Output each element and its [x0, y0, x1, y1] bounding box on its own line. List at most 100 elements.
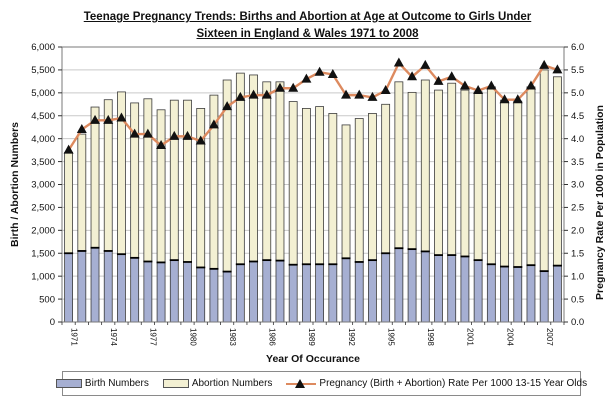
- birth-bar: [156, 262, 166, 323]
- rate-marker: [393, 57, 404, 67]
- birth-bar: [315, 263, 325, 323]
- birth-bar: [354, 261, 364, 323]
- birth-bar: [301, 263, 311, 323]
- rate-marker: [446, 71, 457, 81]
- birth-bar: [77, 250, 87, 323]
- rate-marker: [222, 101, 233, 111]
- abortion-bar: [539, 69, 549, 272]
- x-tick-label: 1995: [386, 328, 395, 346]
- y-left-tick-label: 4,000: [31, 134, 55, 145]
- abortion-bar: [473, 91, 483, 261]
- rate-marker: [486, 80, 497, 90]
- x-tick-label: 1974: [109, 328, 118, 346]
- abortion-swatch-icon: [162, 379, 189, 388]
- abortion-bar: [526, 86, 536, 266]
- rate-line-marker-icon: [286, 378, 317, 389]
- rate-marker: [90, 114, 101, 124]
- chart-title-line1: Teenage Pregnancy Trends: Births and Abo…: [83, 11, 532, 23]
- abortion-bar: [130, 102, 140, 259]
- x-tick-label: 1989: [307, 328, 316, 346]
- birth-bar: [209, 268, 219, 323]
- rate-marker: [552, 64, 563, 74]
- abortion-bar: [552, 76, 562, 267]
- rate-marker: [420, 59, 431, 69]
- rate-marker: [208, 119, 219, 129]
- rate-marker: [301, 73, 312, 83]
- birth-bar: [539, 270, 549, 323]
- legend-birth-label: Birth Numbers: [84, 378, 149, 389]
- chart-title-line2: Sixteen in England & Wales 1971 to 2008: [196, 27, 419, 40]
- rate-marker: [195, 135, 206, 145]
- abortion-bar: [341, 124, 351, 259]
- birth-bar: [328, 263, 338, 323]
- x-tick-label: 2004: [505, 328, 514, 346]
- abortion-bar: [288, 101, 298, 266]
- rate-marker: [169, 130, 180, 140]
- birth-bar: [420, 251, 430, 323]
- y-left-tick-label: 5,000: [31, 88, 55, 99]
- birth-bar: [64, 252, 74, 323]
- x-tick-label: 2007: [545, 328, 554, 346]
- rate-marker: [288, 82, 299, 92]
- abortion-bar: [407, 91, 417, 250]
- y-right-tick-label: 3.5: [571, 157, 584, 168]
- abortion-bar: [368, 113, 377, 261]
- abortion-bar: [394, 81, 404, 249]
- birth-bar: [235, 263, 245, 323]
- birth-bar: [196, 267, 206, 323]
- rate-marker: [142, 128, 153, 138]
- rate-marker: [63, 144, 74, 154]
- birth-bar: [473, 259, 483, 323]
- legend-abortion-label: Abortion Numbers: [191, 378, 273, 389]
- x-tick-label: 1986: [268, 328, 277, 346]
- y-right-tick-label: 2.5: [571, 203, 584, 214]
- legend-item-rate: Pregnancy (Birth + Abortion) Rate Per 10…: [286, 378, 587, 389]
- birth-bar: [222, 271, 232, 323]
- birth-bar: [447, 254, 457, 323]
- abortion-bar: [275, 81, 285, 261]
- rate-marker: [156, 140, 167, 150]
- legend-rate-label: Pregnancy (Birth + Abortion) Rate Per 10…: [319, 378, 588, 389]
- abortion-bar: [381, 103, 391, 254]
- x-tick-label: 1971: [69, 328, 78, 346]
- rate-marker: [341, 89, 352, 99]
- abortion-bar: [301, 108, 311, 265]
- rate-marker: [274, 82, 285, 92]
- y-left-tick-label: 500: [39, 294, 55, 305]
- birth-bar: [117, 253, 126, 323]
- rate-marker: [314, 66, 325, 76]
- y-right-tick-label: 1.0: [571, 271, 584, 282]
- rate-marker: [367, 91, 378, 101]
- y-left-tick-label: 6,000: [31, 42, 55, 53]
- abortion-bar: [143, 98, 153, 262]
- birth-bar: [552, 265, 562, 323]
- birth-bar: [434, 254, 443, 323]
- birth-bar: [249, 261, 258, 323]
- birth-bar: [368, 259, 377, 323]
- abortion-bar: [500, 99, 509, 267]
- abortion-bar: [447, 82, 457, 256]
- x-tick-label: 1992: [347, 328, 356, 346]
- abortion-bar: [235, 72, 245, 265]
- y-left-axis-title: Birth / Abortion Numbers: [9, 122, 21, 247]
- y-left-tick-label: 4,500: [31, 111, 55, 122]
- abortion-bar: [315, 106, 325, 265]
- abortion-bar: [513, 100, 523, 268]
- legend: Birth Numbers Abortion Numbers Pregnancy…: [55, 371, 587, 396]
- birth-bar: [90, 247, 100, 323]
- x-axis-title: Year Of Occurance: [266, 353, 360, 365]
- birth-bar: [394, 247, 404, 323]
- y-right-axis-title: Pregnancy Rate Per 1000 in Population: [594, 105, 606, 300]
- y-right-tick-label: 1.5: [571, 248, 584, 259]
- chart-plot: 0 500 1,000 1,500 2,000 2,500 3,000 3,500 4,000 4…: [9, 42, 606, 365]
- birth-bar: [275, 260, 285, 323]
- rate-marker: [539, 59, 550, 69]
- y-right-tick-label: 4.5: [571, 111, 584, 122]
- y-left-tick-label: 1,500: [31, 248, 55, 259]
- birth-bar: [341, 257, 351, 323]
- rate-marker: [459, 80, 470, 90]
- rate-marker: [433, 75, 444, 85]
- rate-marker: [248, 89, 259, 99]
- abortion-bar: [262, 81, 272, 261]
- y-right-tick-label: 2.0: [571, 226, 584, 237]
